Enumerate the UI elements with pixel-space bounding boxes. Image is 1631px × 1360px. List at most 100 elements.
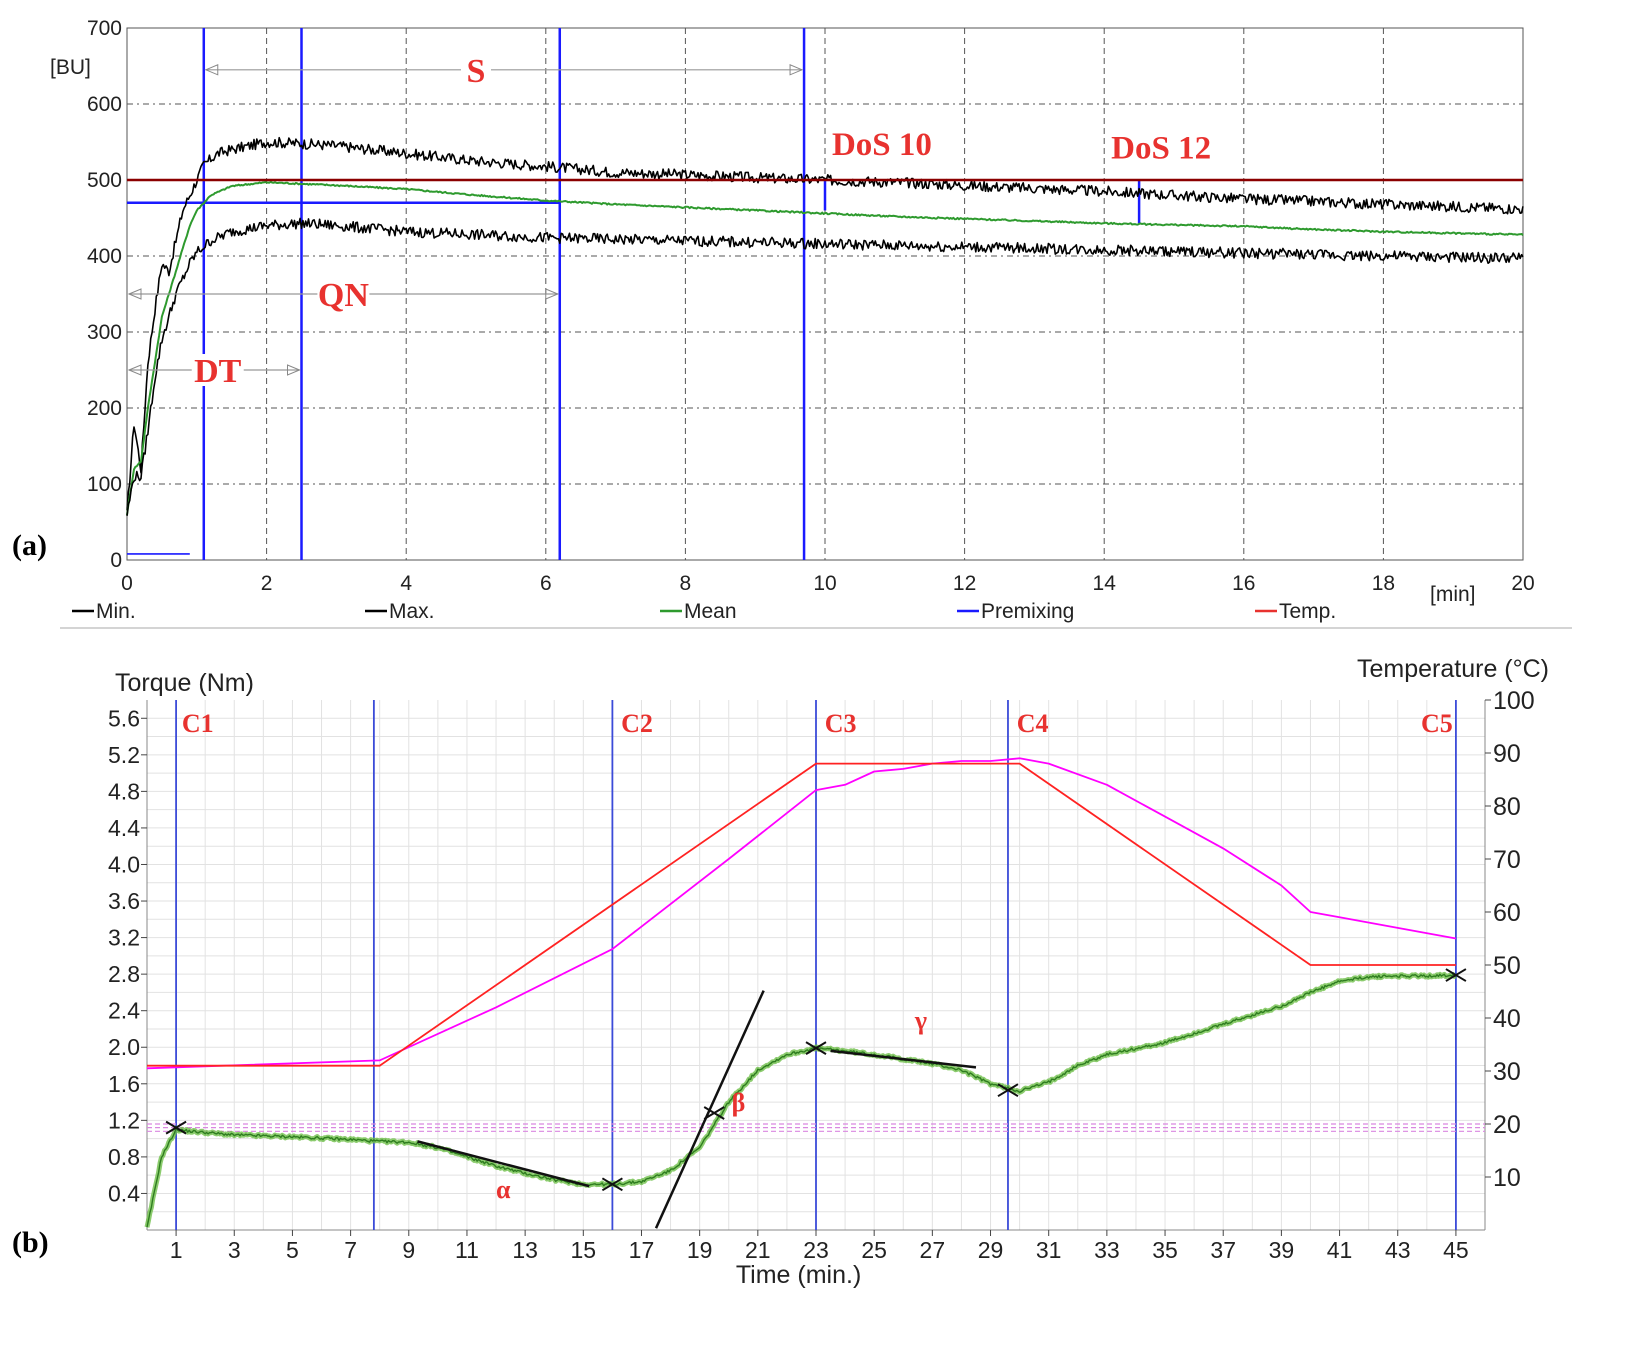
y-tick-label: 2.4 <box>108 998 140 1024</box>
series-line-set-temperature <box>147 762 1456 1067</box>
x-tick-label: 33 <box>1094 1237 1120 1263</box>
x-tick-label: 31 <box>1036 1237 1062 1263</box>
annotation-label: C4 <box>1017 709 1049 738</box>
x-tick-label: 11 <box>455 1237 479 1263</box>
x-tick-label: 18 <box>1372 572 1395 595</box>
point-marker <box>1445 968 1467 982</box>
panel-label-b: (b) <box>12 1226 49 1259</box>
annotation-label: QN <box>318 277 369 314</box>
x-tick-label: 16 <box>1232 572 1255 595</box>
series-line-mean <box>126 180 1524 516</box>
point-marker <box>997 1083 1019 1098</box>
chart-a: 0 2 4 6 8 10 12 14 16 18 200100200300400500600700[… <box>12 17 1572 629</box>
x-tick-label: 9 <box>402 1237 415 1263</box>
y-tick-label: 200 <box>87 397 122 420</box>
y-axis-label: [BU] <box>50 56 91 79</box>
x-tick-label: 25 <box>861 1237 887 1263</box>
point-marker <box>601 1177 623 1192</box>
legend-label: Temp. <box>1279 600 1336 623</box>
y-tick-label: 4.8 <box>108 778 140 804</box>
y-tick-label: 700 <box>87 17 122 40</box>
y2-tick-label: 90 <box>1493 740 1521 768</box>
y2-tick-label: 10 <box>1493 1164 1521 1192</box>
y-tick-label: 2.8 <box>108 961 140 987</box>
annotation-arrow-right <box>545 288 560 300</box>
y2-tick-label: 30 <box>1493 1058 1521 1086</box>
x-tick-label: 17 <box>629 1237 655 1263</box>
x-tick-label: 14 <box>1093 572 1117 595</box>
annotation-bg <box>461 53 491 86</box>
point-marker <box>703 1106 725 1120</box>
y-tick-label: 4.4 <box>108 815 140 841</box>
annotation-label: C5 <box>1421 709 1453 738</box>
x-axis-label: [min] <box>1430 583 1476 606</box>
y-axis-label: Torque (Nm) <box>115 669 254 697</box>
annotation-label: β <box>732 1088 746 1117</box>
annotation-label: DT <box>194 353 242 390</box>
x-tick-label: 45 <box>1443 1237 1469 1263</box>
x-tick-label: 0 <box>121 572 133 595</box>
x-tick-label: 39 <box>1269 1237 1295 1263</box>
y-tick-label: 3.6 <box>108 888 140 914</box>
y-tick-label: 5.6 <box>108 705 140 731</box>
series-line-max <box>126 136 1524 511</box>
y-tick-label: 0.4 <box>108 1180 140 1206</box>
annotation-bg <box>317 278 370 310</box>
x-axis-label: Time (min.) <box>736 1261 861 1289</box>
annotation-arrow-left <box>204 64 219 76</box>
x-tick-label: 7 <box>344 1237 357 1263</box>
y2-tick-label: 20 <box>1493 1111 1521 1139</box>
y-tick-label: 300 <box>87 321 122 344</box>
point-marker <box>805 1041 827 1056</box>
series-line-torque <box>146 973 1457 1228</box>
y2-tick-label: 50 <box>1493 952 1521 980</box>
x-tick-label: 29 <box>978 1237 1004 1263</box>
annotation-label: DoS 10 <box>832 127 932 163</box>
y2-axis-label: Temperature (°C) <box>1357 655 1549 683</box>
x-tick-label: 27 <box>920 1237 946 1263</box>
x-tick-label: 23 <box>803 1237 829 1263</box>
x-tick-label: 43 <box>1385 1237 1411 1263</box>
legend-label: Premixing <box>981 600 1074 623</box>
panel-label-a: (a) <box>12 529 47 562</box>
x-tick-label: 13 <box>512 1237 538 1263</box>
y-tick-label: 500 <box>87 169 122 192</box>
annotation-label: S <box>467 53 486 90</box>
y-tick-label: 1.2 <box>108 1107 140 1133</box>
x-tick-label: 21 <box>745 1237 771 1263</box>
annotation-arrow-right <box>789 64 804 76</box>
point-marker <box>165 1120 187 1135</box>
y-tick-label: 0.8 <box>108 1144 140 1170</box>
y-tick-label: 3.2 <box>108 925 140 951</box>
annotation-bg <box>191 354 244 386</box>
annotation-arrow-right <box>287 364 301 376</box>
x-tick-label: 12 <box>953 572 976 595</box>
x-tick-label: 15 <box>571 1237 597 1263</box>
y2-tick-label: 70 <box>1493 846 1521 874</box>
x-tick-label: 20 <box>1511 572 1534 595</box>
tangent-line <box>417 1140 590 1188</box>
series-line-temperature <box>146 757 1457 1070</box>
x-tick-label: 2 <box>261 572 273 595</box>
y2-tick-label: 40 <box>1493 1005 1521 1033</box>
y-tick-label: 0 <box>110 549 122 572</box>
x-tick-label: 10 <box>813 572 836 595</box>
x-tick-label: 6 <box>540 572 552 595</box>
y2-tick-label: 100 <box>1493 687 1535 715</box>
y-tick-label: 2.0 <box>108 1034 140 1060</box>
y-tick-label: 100 <box>87 473 122 496</box>
y2-tick-label: 80 <box>1493 793 1521 821</box>
x-tick-label: 5 <box>286 1237 299 1263</box>
annotation-label: DoS 12 <box>1111 131 1211 167</box>
annotation-label: γ <box>914 1006 927 1035</box>
x-tick-label: 35 <box>1152 1237 1178 1263</box>
x-tick-label: 19 <box>687 1237 713 1263</box>
chart-b: 1 3 5 7 9 11 13 15 17 19 21 23 25 27 29 31 33 35 37 39 41 43 4… <box>12 655 1549 1289</box>
legend-label: Min. <box>96 600 136 623</box>
annotation-label: α <box>496 1175 511 1204</box>
annotation-arrow-left <box>127 364 142 376</box>
legend-label: Max. <box>389 600 435 623</box>
annotation-label: C1 <box>182 709 214 738</box>
x-tick-label: 1 <box>170 1237 183 1263</box>
